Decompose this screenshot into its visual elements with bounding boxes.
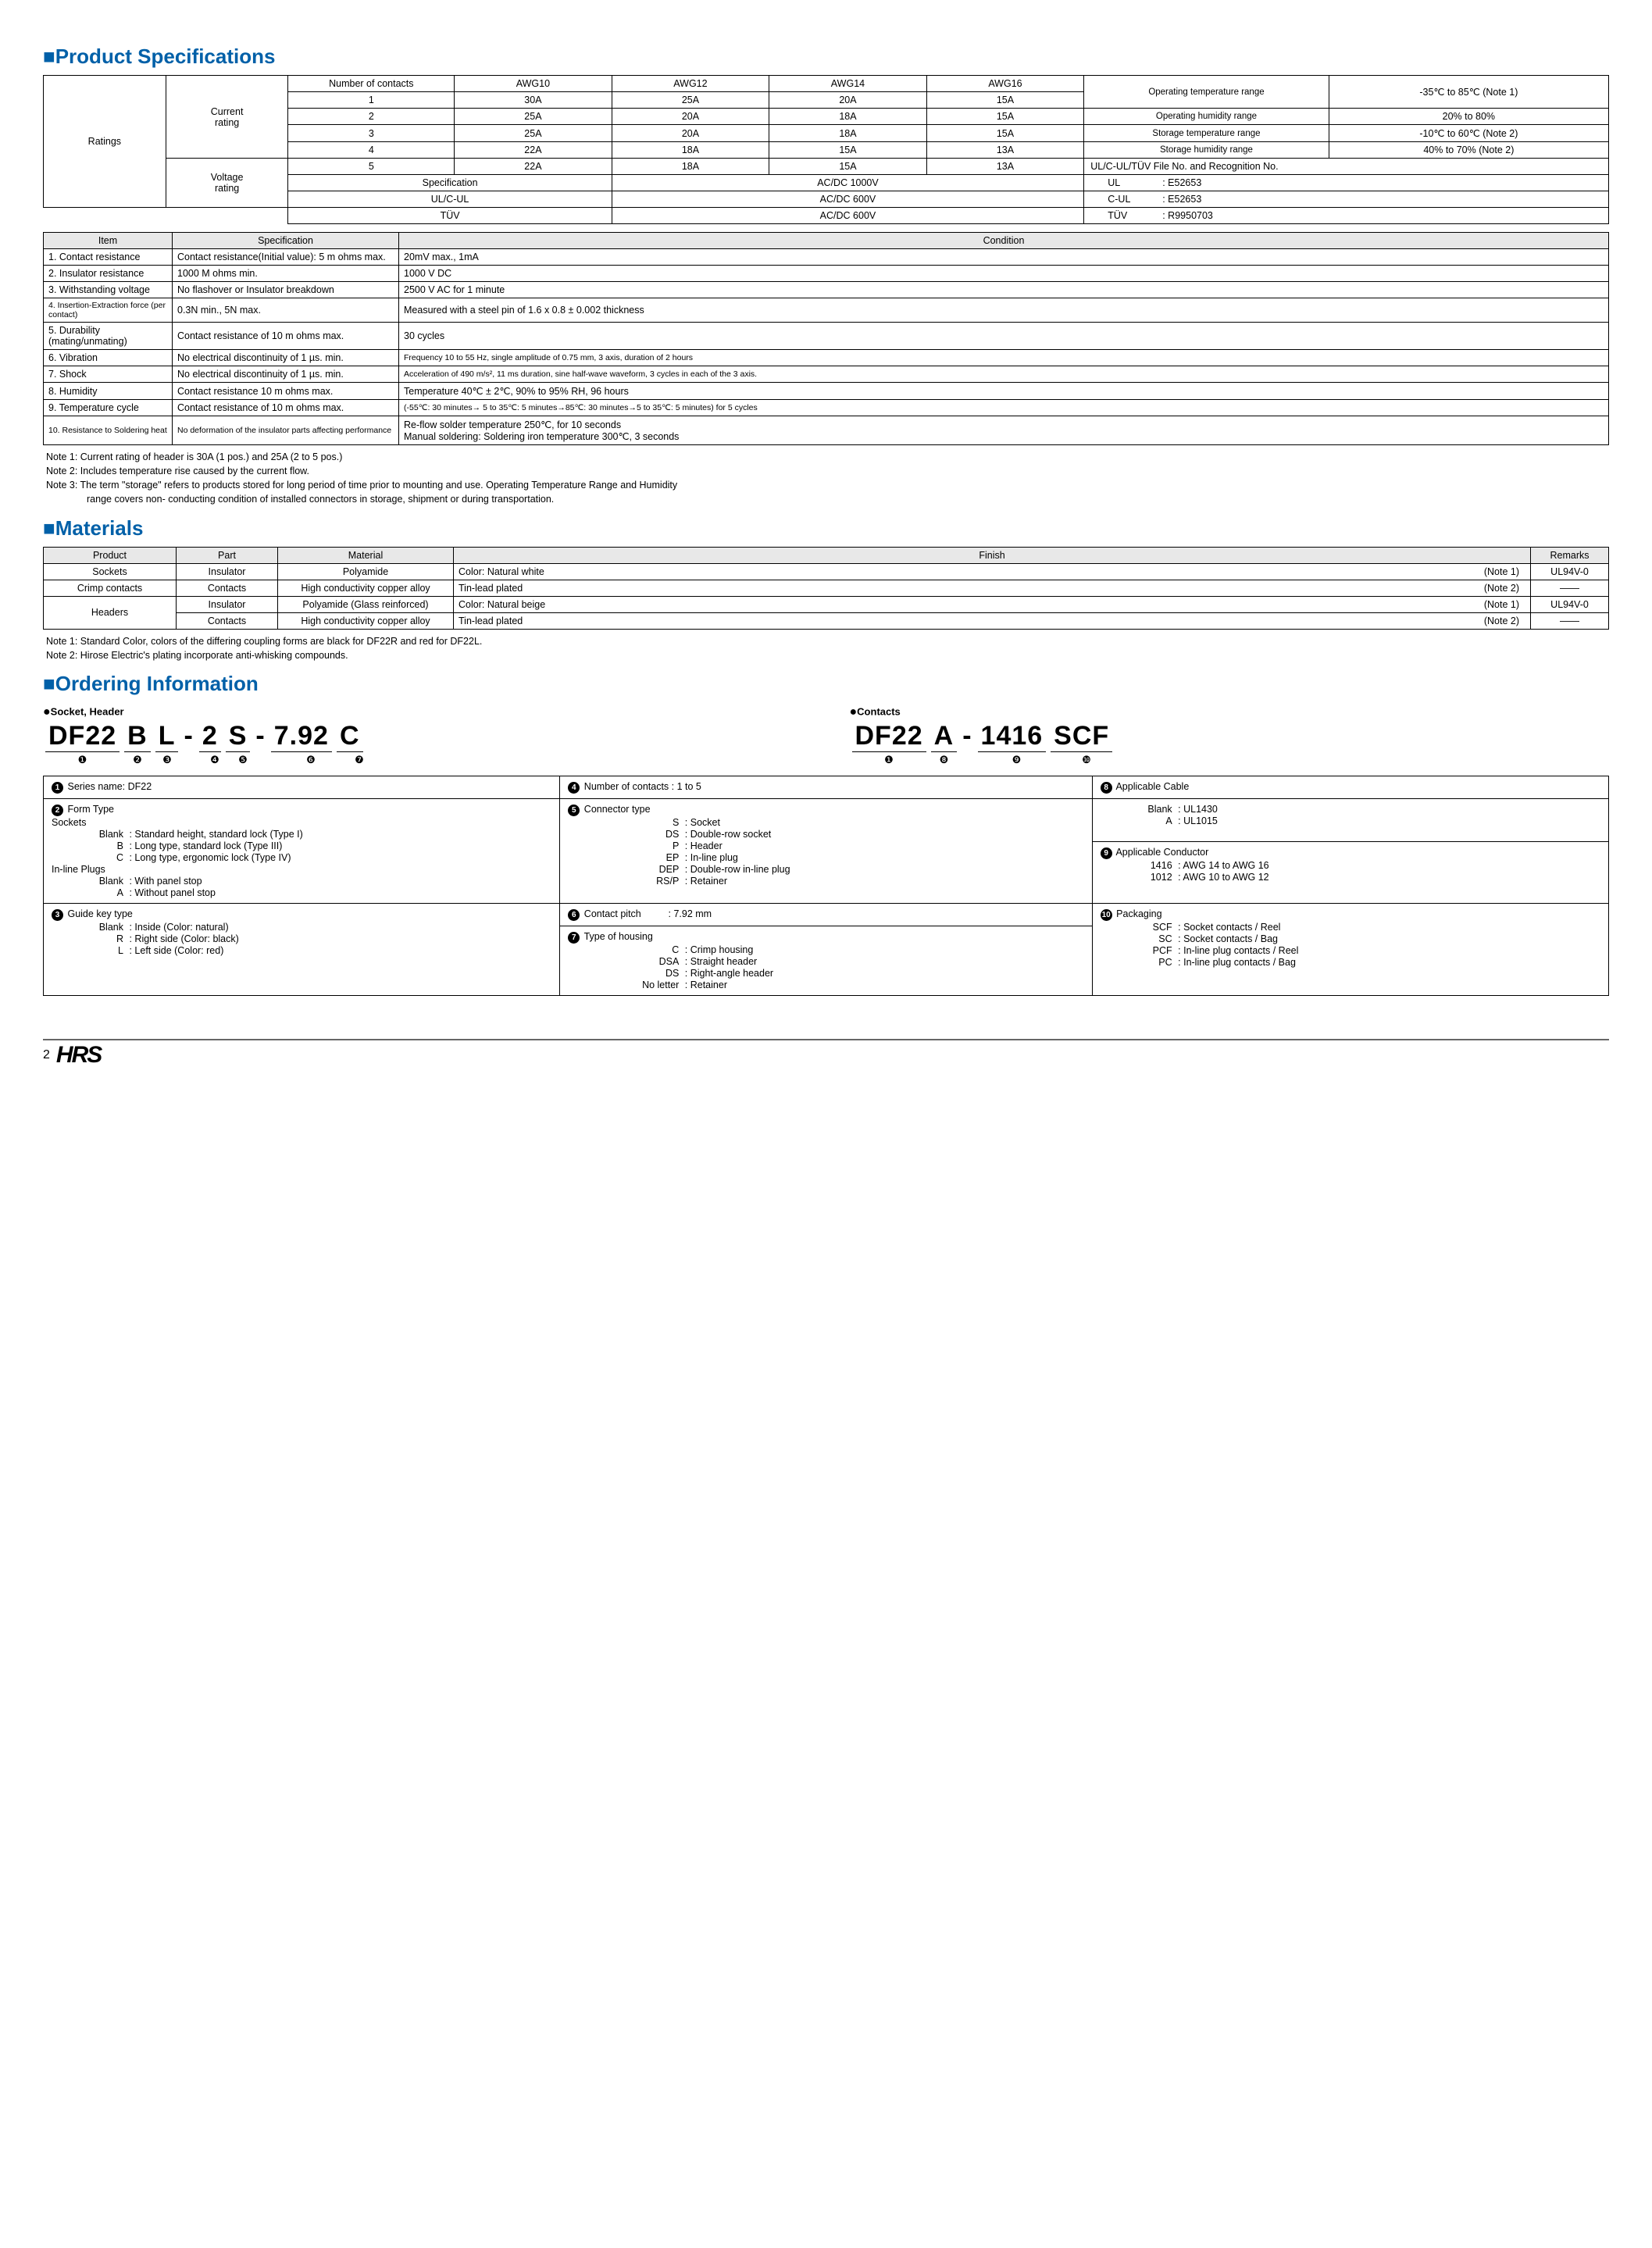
ordering-sub2: ●Contacts — [850, 705, 1610, 719]
table-row: 10. Resistance to Soldering heat No defo… — [44, 416, 1609, 445]
table-row: Crimp contactsContactsHigh conductivity … — [44, 580, 1609, 596]
materials-table: Product Part Material Finish Remarks Soc… — [43, 547, 1609, 630]
part-number-2: DF22A-1416SCF — [850, 721, 1610, 752]
heading-ordering: ■Ordering Information — [43, 672, 1609, 696]
spec-notes: Note 1: Current rating of header is 30A … — [46, 450, 1609, 507]
table-row: 5. Durability (mating/unmating) Contact … — [44, 323, 1609, 350]
materials-notes: Note 1: Standard Color, colors of the di… — [46, 634, 1609, 662]
current-rating-label: Currentrating — [166, 76, 288, 159]
table-row: 9. Temperature cycle Contact resistance … — [44, 400, 1609, 416]
ratings-table: Ratings Currentrating Number of contacts… — [43, 75, 1609, 224]
table-row: ContactsHigh conductivity copper alloy T… — [44, 612, 1609, 629]
spec-table: Item Specification Condition 1. Contact … — [43, 232, 1609, 445]
footer: 2 HRS — [43, 1039, 1609, 1069]
table-row: 7. Shock No electrical discontinuity of … — [44, 366, 1609, 383]
table-row: SocketsInsulatorPolyamide Color: Natural… — [44, 563, 1609, 580]
table-row: 3. Withstanding voltage No flashover or … — [44, 282, 1609, 298]
voltage-rating-label: Voltagerating — [166, 159, 288, 208]
table-row: HeadersInsulatorPolyamide (Glass reinfor… — [44, 596, 1609, 612]
table-row: 1. Contact resistance Contact resistance… — [44, 249, 1609, 266]
hrs-logo: HRS — [56, 1042, 101, 1069]
ratings-label: Ratings — [44, 76, 166, 208]
table-row: 8. Humidity Contact resistance 10 m ohms… — [44, 383, 1609, 400]
heading-materials: ■Materials — [43, 516, 1609, 541]
table-row: 2. Insulator resistance 1000 M ohms min.… — [44, 266, 1609, 282]
table-row: 4. Insertion-Extraction force (per conta… — [44, 298, 1609, 323]
ordering-table: 1 Series name: DF22 4 Number of contacts… — [43, 776, 1609, 996]
heading-spec: ■Product Specifications — [43, 45, 1609, 69]
page-number: 2 — [43, 1048, 50, 1062]
part-number-1: DF22BL-2S-7.92C — [43, 721, 803, 752]
ordering-sub1: ●Socket, Header — [43, 705, 803, 719]
table-row: 6. Vibration No electrical discontinuity… — [44, 350, 1609, 366]
